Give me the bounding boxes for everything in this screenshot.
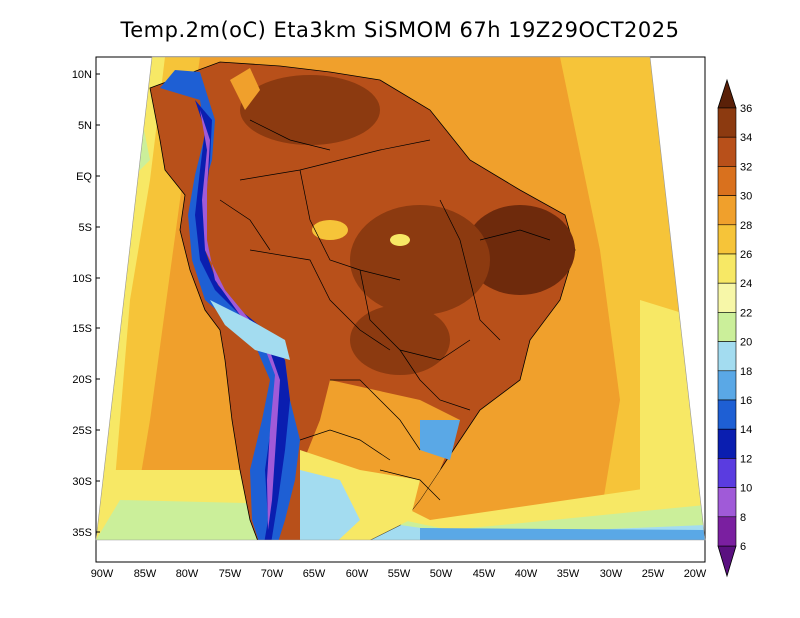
hot-core-northeast — [465, 205, 575, 295]
colorbar-label: 14 — [740, 424, 752, 436]
colorbar-segment — [717, 458, 737, 488]
south-land-cyan — [300, 470, 360, 540]
lat-label: 10S — [72, 273, 92, 285]
colorbar-label: 12 — [740, 453, 752, 465]
lat-label: 15S — [72, 323, 92, 335]
lon-label: 75W — [219, 568, 242, 580]
colorbar-segment — [717, 516, 737, 547]
colorbar-label: 20 — [740, 337, 752, 349]
colorbar-segment — [717, 195, 737, 226]
colorbar-segment — [717, 370, 737, 401]
south-blue-band — [420, 528, 705, 540]
lat-label: EQ — [76, 171, 92, 183]
colorbar-label: 30 — [740, 191, 752, 203]
andes-peaks — [200, 110, 280, 530]
colorbar-label: 16 — [740, 395, 752, 407]
hot-core-west-central — [350, 305, 450, 375]
colorbar-segment — [717, 224, 737, 255]
colorbar-label: 22 — [740, 307, 752, 319]
colorbar-label: 34 — [740, 132, 752, 144]
colorbar-label: 8 — [740, 512, 746, 524]
lon-label: 50W — [430, 568, 453, 580]
lon-label: 55W — [388, 568, 411, 580]
colorbar: 36 34 32 30 28 26 24 22 20 18 16 14 12 10 8 6 — [717, 78, 752, 578]
lon-label: 25W — [642, 568, 665, 580]
colorbar-label: 6 — [740, 541, 746, 553]
domain-outline — [95, 56, 706, 541]
lon-label: 60W — [346, 568, 369, 580]
lon-label: 85W — [134, 568, 157, 580]
colorbar-segment — [717, 487, 737, 518]
colorbar-label: 36 — [740, 103, 752, 115]
colorbar-label: 28 — [740, 220, 752, 232]
hot-core-central — [350, 205, 490, 315]
colorbar-segment — [717, 166, 737, 196]
south-brazil-cool — [420, 420, 460, 460]
lat-label: 35S — [72, 527, 92, 539]
colorbar-label: 26 — [740, 249, 752, 261]
lon-label: 80W — [176, 568, 199, 580]
amazon-patch — [312, 220, 348, 240]
lat-label: 5S — [79, 222, 92, 234]
lat-label: 10N — [72, 69, 92, 81]
lon-label: 40W — [515, 568, 538, 580]
lat-label: 20S — [72, 374, 92, 386]
colorbar-segment — [717, 312, 737, 342]
lon-label: 90W — [91, 568, 114, 580]
colorbar-segment — [717, 136, 737, 167]
lat-label: 25S — [72, 425, 92, 437]
colorbar-segment — [717, 107, 737, 138]
altiplano-patch — [210, 300, 290, 360]
colorbar-segment — [717, 341, 737, 372]
colorbar-segment — [717, 399, 737, 430]
lon-label: 65W — [303, 568, 326, 580]
colorbar-label: 24 — [740, 278, 752, 290]
lon-label: 30W — [600, 568, 623, 580]
lon-label: 20W — [684, 568, 707, 580]
lat-axis: 10N 5N EQ 5S 10S 15S 20S 25S 30S 35S — [72, 69, 100, 539]
borders — [219, 119, 551, 501]
colorbar-label: 10 — [740, 483, 752, 495]
colorbar-label: 32 — [740, 161, 752, 173]
colorbar-bottom-arrow — [717, 545, 737, 578]
colorbar-label: 18 — [740, 366, 752, 378]
lon-label: 35W — [557, 568, 580, 580]
andes-core — [195, 100, 290, 540]
colorbar-top-arrow — [717, 78, 737, 109]
lon-label: 70W — [261, 568, 284, 580]
map-title: Temp.2m(oC) Eta3km SiSMOM 67h 19Z29OCT20… — [120, 18, 680, 42]
lon-axis: 90W 85W 80W 75W 70W 65W 60W 55W 50W 45W … — [91, 568, 707, 580]
colombia-patch — [230, 68, 260, 110]
colorbar-segment — [717, 428, 737, 459]
amazon-patch — [390, 234, 410, 246]
field-layer — [96, 57, 705, 540]
colorbar-segment — [717, 282, 737, 313]
hot-core-north — [240, 75, 380, 145]
colorbar-segment — [717, 253, 737, 284]
lat-label: 5N — [78, 120, 92, 132]
lat-label: 30S — [72, 476, 92, 488]
lon-label: 45W — [473, 568, 496, 580]
